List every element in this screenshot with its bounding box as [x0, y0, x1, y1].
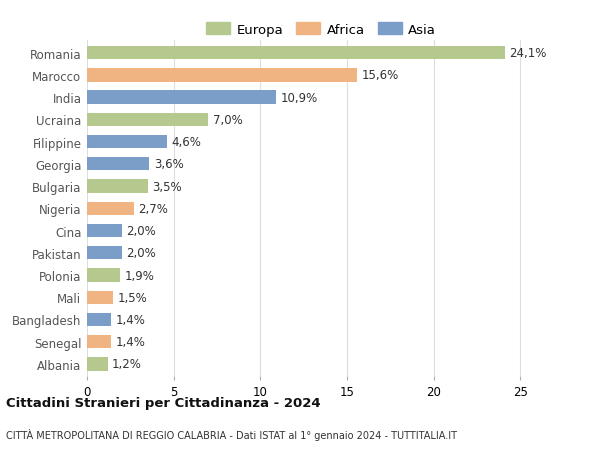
Bar	[87, 313, 111, 326]
Text: 10,9%: 10,9%	[280, 91, 317, 104]
Text: 1,4%: 1,4%	[116, 313, 145, 326]
Legend: Europa, Africa, Asia: Europa, Africa, Asia	[202, 19, 440, 41]
Text: 2,0%: 2,0%	[126, 247, 156, 260]
Bar	[87, 336, 111, 349]
Text: 3,5%: 3,5%	[152, 180, 182, 193]
Bar	[87, 158, 149, 171]
Text: CITTÀ METROPOLITANA DI REGGIO CALABRIA - Dati ISTAT al 1° gennaio 2024 - TUTTITA: CITTÀ METROPOLITANA DI REGGIO CALABRIA -…	[6, 428, 457, 440]
Text: 24,1%: 24,1%	[509, 47, 547, 60]
Bar	[87, 269, 120, 282]
Bar	[87, 291, 113, 304]
Bar	[87, 135, 167, 149]
Text: 15,6%: 15,6%	[362, 69, 399, 82]
Text: 2,7%: 2,7%	[138, 202, 168, 215]
Text: 3,6%: 3,6%	[154, 158, 184, 171]
Bar	[87, 224, 122, 238]
Bar	[87, 202, 134, 216]
Bar	[87, 113, 208, 127]
Bar	[87, 69, 358, 82]
Text: 2,0%: 2,0%	[126, 224, 156, 237]
Bar	[87, 91, 276, 105]
Bar	[87, 47, 505, 60]
Text: 1,9%: 1,9%	[124, 269, 154, 282]
Text: 1,4%: 1,4%	[116, 336, 145, 348]
Bar	[87, 246, 122, 260]
Text: 7,0%: 7,0%	[212, 113, 242, 127]
Text: 1,2%: 1,2%	[112, 358, 142, 371]
Text: 1,5%: 1,5%	[118, 291, 147, 304]
Bar	[87, 358, 108, 371]
Text: Cittadini Stranieri per Cittadinanza - 2024: Cittadini Stranieri per Cittadinanza - 2…	[6, 396, 320, 409]
Text: 4,6%: 4,6%	[171, 136, 201, 149]
Bar	[87, 180, 148, 193]
